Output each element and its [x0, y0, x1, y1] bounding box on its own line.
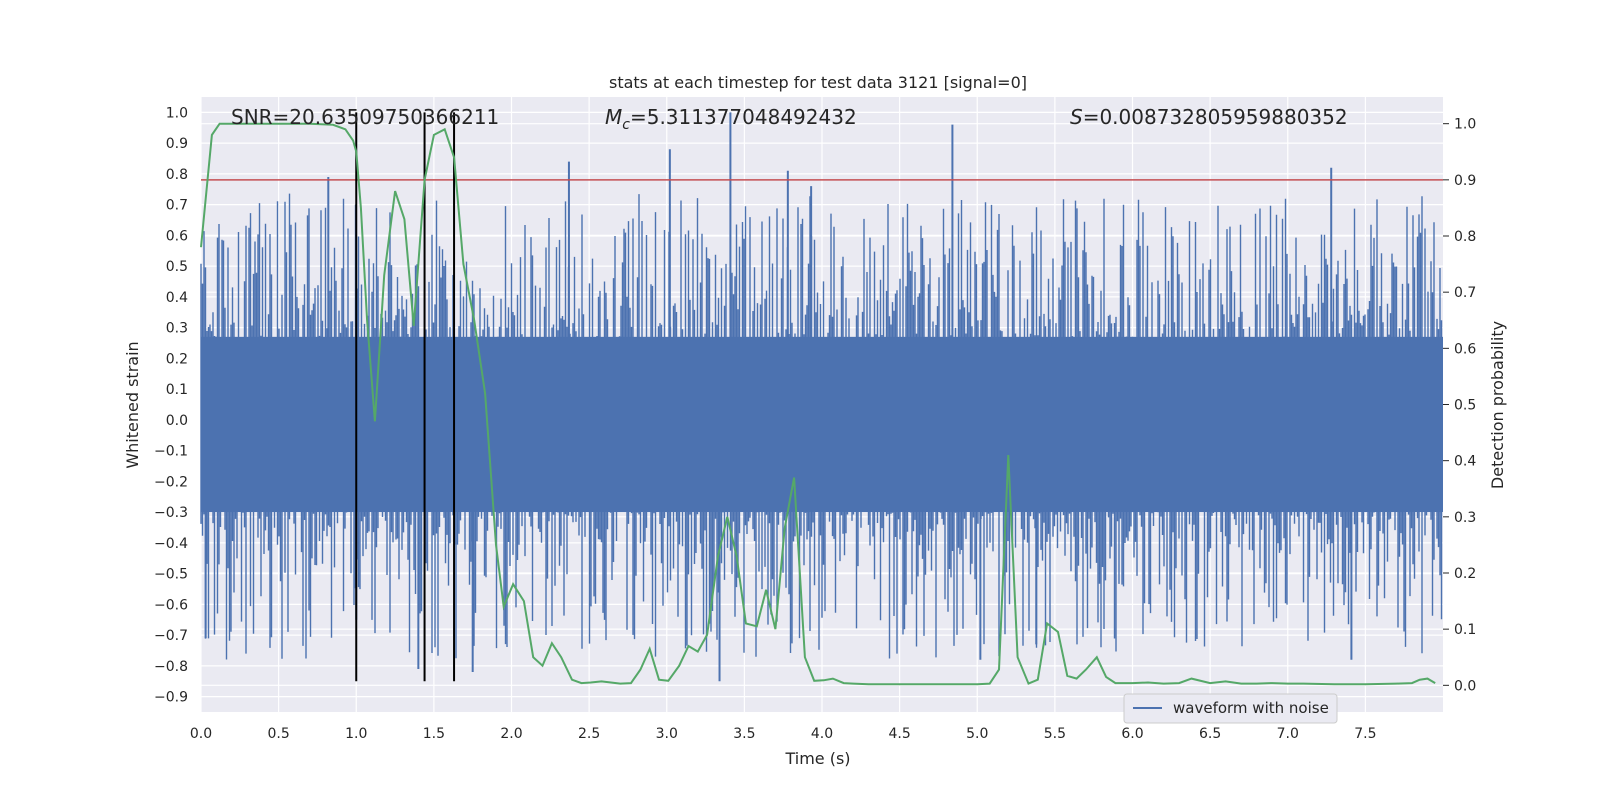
- s-symbol: S: [1070, 105, 1083, 129]
- y2-tick-label: 0.7: [1454, 285, 1476, 301]
- y-tick-label: 0.8: [166, 167, 188, 183]
- y-tick-label: 0.0: [166, 413, 188, 429]
- x-tick-label: 6.0: [1121, 726, 1143, 742]
- mc-subscript: c: [622, 117, 630, 133]
- y-tick-label: −0.2: [154, 474, 188, 490]
- vertical-markers: [355, 112, 456, 682]
- x-tick-label: 4.5: [888, 726, 910, 742]
- mc-annotation: Mc=5.311377048492432: [605, 105, 857, 133]
- x-tick-label: 3.5: [733, 726, 755, 742]
- probability-series: [200, 122, 1436, 686]
- mc-value: =5.311377048492432: [630, 105, 857, 129]
- x-tick-label: 2.0: [500, 726, 522, 742]
- chart-title: stats at each timestep for test data 312…: [609, 73, 1027, 92]
- legend: waveform with noise: [1123, 693, 1338, 724]
- y-tick-label: 0.5: [166, 259, 188, 275]
- y-axis-ticks: −0.9 −0.8 −0.7 −0.6 −0.5 −0.4 −0.3 −0.2 −0.1 0.0 0…: [154, 105, 188, 705]
- x-tick-label: 7.5: [1354, 726, 1376, 742]
- y-tick-label: −0.6: [154, 597, 188, 613]
- x-tick-label: 6.5: [1199, 726, 1221, 742]
- y-tick-label: −0.3: [154, 505, 188, 521]
- y-tick-label: 1.0: [166, 105, 188, 121]
- strain-series: [200, 112, 1443, 682]
- x-tick-label: 1.0: [345, 726, 367, 742]
- y2-tick-label: 0.5: [1454, 398, 1476, 414]
- x-tick-label: 7.0: [1277, 726, 1299, 742]
- y-tick-label: −0.7: [154, 628, 188, 644]
- legend-entry: waveform with noise: [1173, 699, 1329, 717]
- y-tick-label: −0.5: [154, 567, 188, 583]
- x-axis-ticks: 0.0 0.5 1.0 1.5 2.0 2.5 3.0 3.5 4.0 4.5 5.0 5.5 6.0 6…: [190, 726, 1377, 742]
- y2-tick-label: 0.6: [1454, 341, 1476, 357]
- x-tick-label: 0.0: [190, 726, 212, 742]
- y2-tick-label: 0.0: [1454, 678, 1476, 694]
- y-tick-label: 0.2: [166, 351, 188, 367]
- y-tick-label: −0.8: [154, 659, 188, 675]
- y-tick-label: −0.9: [154, 690, 188, 706]
- x-tick-label: 3.0: [656, 726, 678, 742]
- y-axis-label: Whitened strain: [123, 341, 142, 468]
- y-tick-label: −0.4: [154, 536, 188, 552]
- y-tick-label: 0.3: [166, 321, 188, 337]
- x-tick-label: 2.5: [578, 726, 600, 742]
- y2-tick-label: 1.0: [1454, 117, 1476, 133]
- x-axis-label: Time (s): [784, 749, 850, 768]
- snr-annotation: SNR=20.63509750366211: [231, 105, 499, 129]
- y2-tick-label: 0.2: [1454, 566, 1476, 582]
- y2-tick-label: 0.3: [1454, 510, 1476, 526]
- s-value: =0.008732805959880352: [1083, 105, 1348, 129]
- x-tick-label: 5.0: [966, 726, 988, 742]
- y-tick-label: 0.7: [166, 198, 188, 214]
- strain-core-band: [201, 336, 1443, 513]
- y2-tick-label: 0.8: [1454, 229, 1476, 245]
- y2-axis-label: Detection probability: [1488, 321, 1507, 489]
- s-annotation: S=0.008732805959880352: [1070, 105, 1348, 129]
- y2-axis-ticks: 0.0 0.1 0.2 0.3 0.4 0.5 0.6 0.7 0.8 0.9 1.0: [1443, 117, 1476, 694]
- x-tick-label: 0.5: [267, 726, 289, 742]
- y-tick-label: 0.6: [166, 228, 188, 244]
- legend-box: [1123, 693, 1338, 724]
- y2-tick-label: 0.9: [1454, 173, 1476, 189]
- y2-tick-label: 0.1: [1454, 622, 1476, 638]
- x-tick-label: 5.5: [1044, 726, 1066, 742]
- y-tick-label: 0.1: [166, 382, 188, 398]
- y2-tick-label: 0.4: [1454, 454, 1476, 470]
- y-tick-label: −0.1: [154, 444, 188, 460]
- y-tick-label: 0.4: [166, 290, 188, 306]
- x-tick-label: 1.5: [423, 726, 445, 742]
- x-tick-label: 4.0: [811, 726, 833, 742]
- y-tick-label: 0.9: [166, 136, 188, 152]
- mc-symbol: M: [605, 105, 622, 129]
